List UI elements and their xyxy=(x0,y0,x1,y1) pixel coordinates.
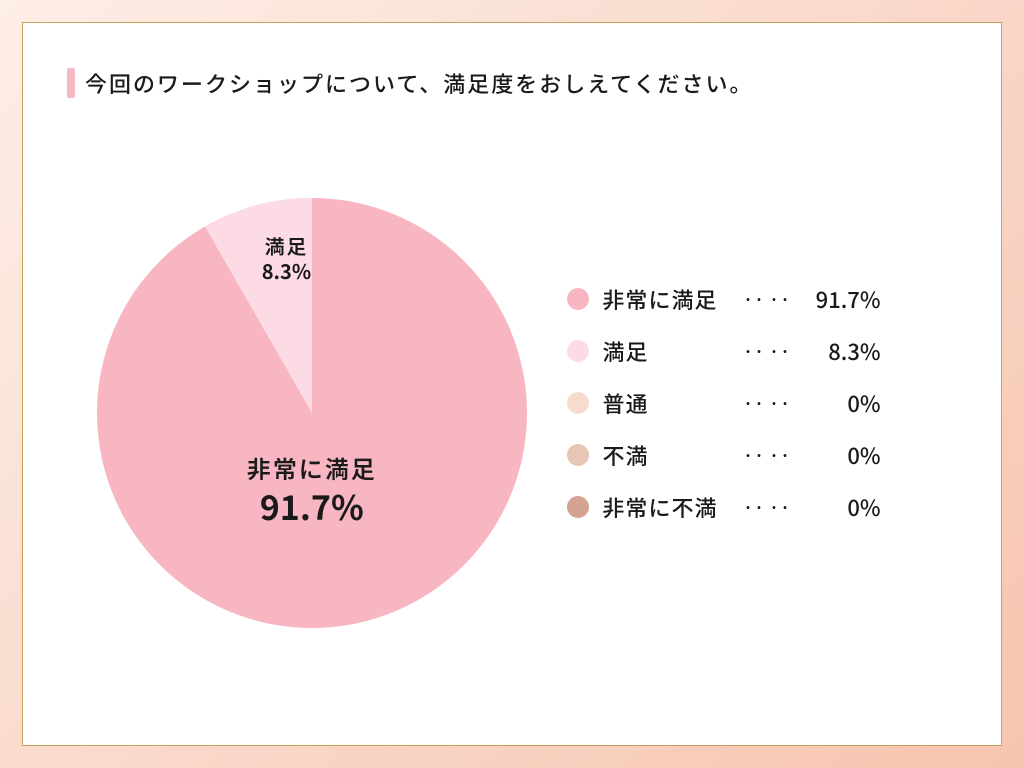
legend-percent: 91.7% xyxy=(801,283,881,315)
legend-swatch-icon xyxy=(567,392,589,414)
slice-label-minor-text: 満足 xyxy=(262,233,311,258)
slice-label-minor-pct: 8.3% xyxy=(262,258,311,283)
legend-swatch-icon xyxy=(567,444,589,466)
legend-percent: 0% xyxy=(801,387,881,419)
legend-dots: ‥‥ xyxy=(743,335,795,367)
legend-dots: ‥‥ xyxy=(743,283,795,315)
legend-column: 非常に満足‥‥91.7%満足‥‥8.3%普通‥‥0%不満‥‥0%非常に不満‥‥0… xyxy=(557,283,958,523)
legend-label: 非常に満足 xyxy=(603,283,743,315)
outer-frame: 今回のワークショップについて、満足度をおしえてください。 非常に満足 91.7%… xyxy=(0,0,1024,768)
legend-label: 満足 xyxy=(603,335,743,367)
slice-label-minor: 満足 8.3% xyxy=(262,233,311,283)
legend: 非常に満足‥‥91.7%満足‥‥8.3%普通‥‥0%不満‥‥0%非常に不満‥‥0… xyxy=(567,283,958,523)
legend-swatch-icon xyxy=(567,288,589,310)
legend-row-dissatisfied: 不満‥‥0% xyxy=(567,439,958,471)
slice-label-main: 非常に満足 91.7% xyxy=(247,453,377,528)
legend-percent: 0% xyxy=(801,439,881,471)
title-row: 今回のワークショップについて、満足度をおしえてください。 xyxy=(67,67,957,99)
legend-row-satisfied: 満足‥‥8.3% xyxy=(567,335,958,367)
legend-percent: 8.3% xyxy=(801,335,881,367)
chart-title: 今回のワークショップについて、満足度をおしえてください。 xyxy=(85,67,753,99)
legend-row-very_dissatisfied: 非常に不満‥‥0% xyxy=(567,491,958,523)
legend-row-neutral: 普通‥‥0% xyxy=(567,387,958,419)
slice-label-main-pct: 91.7% xyxy=(247,485,377,528)
legend-dots: ‥‥ xyxy=(743,439,795,471)
title-accent-bar xyxy=(67,68,75,98)
legend-percent: 0% xyxy=(801,491,881,523)
chart-canvas: 今回のワークショップについて、満足度をおしえてください。 非常に満足 91.7%… xyxy=(22,22,1002,746)
legend-swatch-icon xyxy=(567,340,589,362)
legend-swatch-icon xyxy=(567,496,589,518)
legend-row-very_satisfied: 非常に満足‥‥91.7% xyxy=(567,283,958,315)
legend-dots: ‥‥ xyxy=(743,491,795,523)
legend-label: 非常に不満 xyxy=(603,491,743,523)
slice-label-main-text: 非常に満足 xyxy=(247,453,377,483)
pie-column: 非常に満足 91.7% 満足 8.3% xyxy=(67,99,557,707)
legend-label: 不満 xyxy=(603,439,743,471)
legend-dots: ‥‥ xyxy=(743,387,795,419)
pie-wrap: 非常に満足 91.7% 満足 8.3% xyxy=(92,153,532,653)
legend-label: 普通 xyxy=(603,387,743,419)
pie-chart xyxy=(92,193,532,633)
content-row: 非常に満足 91.7% 満足 8.3% 非常に満足‥‥91.7%満足‥‥8.3%… xyxy=(67,99,957,707)
